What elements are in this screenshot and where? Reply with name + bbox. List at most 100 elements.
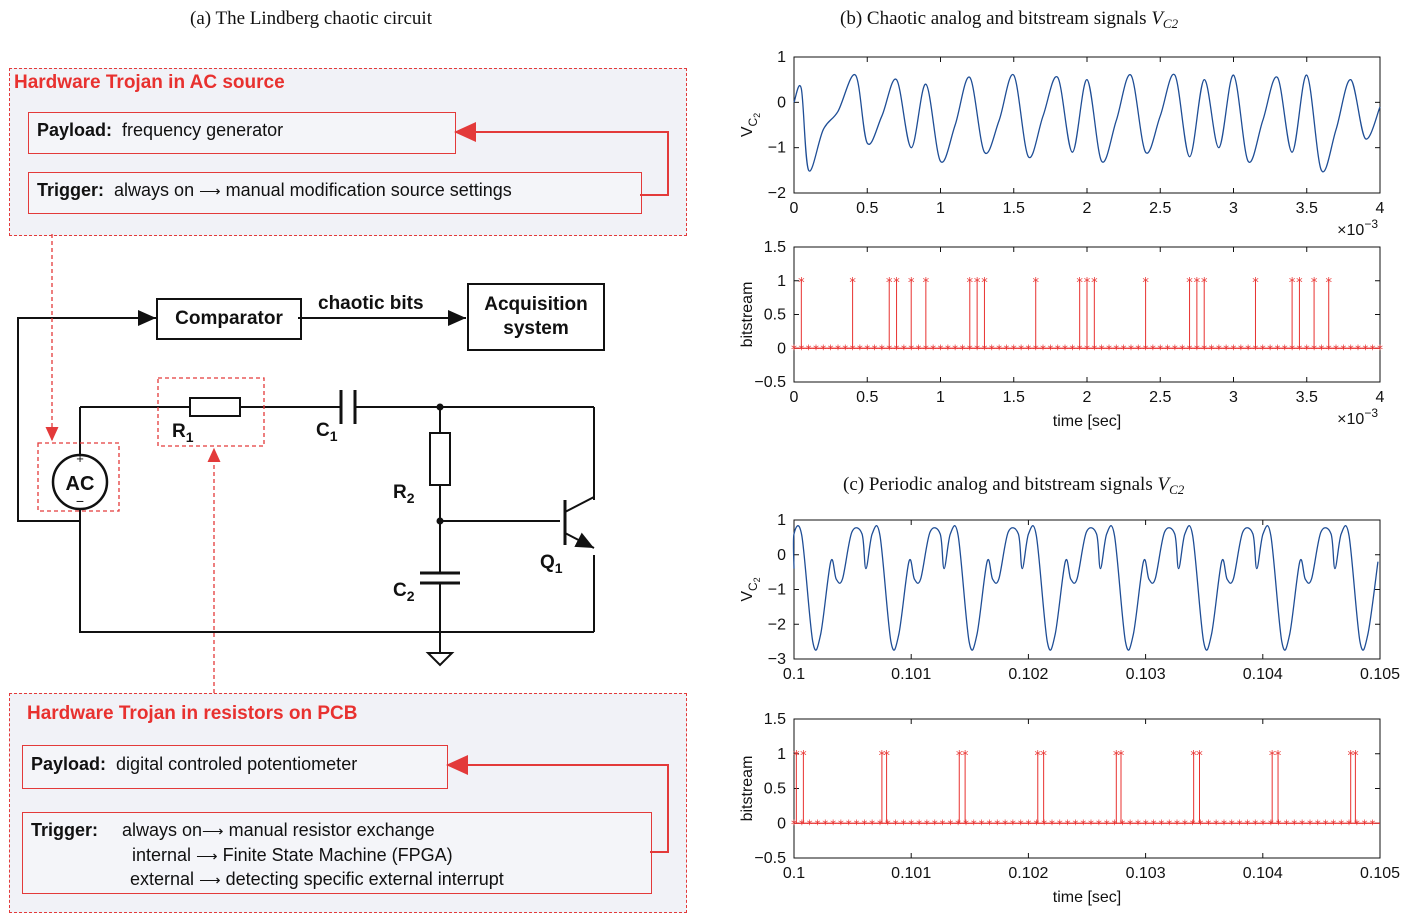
bit-zero-point: * (1128, 342, 1134, 356)
bit-zero-point: * (850, 342, 856, 356)
chart-panel-c-bits: 0.1 0.101 0.102 0.103 0.104 0.105 1.5 1 0.5 0 −0.5… (739, 711, 1400, 906)
x-tick-label: 0.102 (1008, 865, 1048, 882)
bit-zero-point: * (1187, 342, 1193, 356)
bit-zero-point: * (822, 817, 828, 831)
bit-zero-point: * (846, 817, 852, 831)
x-tick-label: 0.104 (1243, 865, 1283, 882)
bit-zero-point: * (967, 342, 973, 356)
bit-zero-point: * (857, 342, 863, 356)
bit-zero-point: * (1252, 342, 1258, 356)
x-tick-label: 0.101 (891, 865, 931, 882)
bit-zero-point: * (791, 817, 797, 831)
bit-zero-point: * (1091, 342, 1097, 356)
x-tick-label: 0.5 (856, 200, 878, 217)
bit-zero-point: * (830, 817, 836, 831)
x-tick-label: 0.102 (1008, 666, 1048, 683)
bit-zero-point: * (1033, 342, 1039, 356)
bit-zero-point: * (1209, 342, 1215, 356)
bit-zero-point: * (1018, 817, 1024, 831)
bit-zero-point: * (1348, 342, 1354, 356)
bit-zero-point: * (1040, 342, 1046, 356)
ac-source-icon (51, 453, 109, 511)
bit-one-point: * (956, 749, 963, 764)
x-tick-label: 0.1 (783, 666, 805, 683)
x-tick-label: 3.5 (1296, 200, 1318, 217)
bit-one-point: * (1196, 749, 1203, 764)
bit-one-point: * (800, 749, 807, 764)
bit-zero-point: * (1355, 342, 1361, 356)
bit-zero-point: * (807, 817, 813, 831)
bit-zero-point: * (1099, 342, 1105, 356)
bit-zero-point: * (1229, 817, 1235, 831)
bit-zero-point: * (955, 817, 961, 831)
bit-zero-point: * (940, 817, 946, 831)
bit-one-point: * (967, 276, 974, 291)
bit-zero-point: * (901, 342, 907, 356)
bit-zero-point: * (1231, 342, 1237, 356)
bit-zero-point: * (1096, 817, 1102, 831)
bit-zero-point: * (1377, 342, 1383, 356)
bit-zero-point: * (1069, 342, 1075, 356)
y-tick-label: 0 (777, 340, 786, 357)
bit-zero-point: * (894, 342, 900, 356)
x-tick-label: 0.105 (1360, 666, 1400, 683)
bit-zero-point: * (1291, 817, 1297, 831)
y-tick-label: −1 (768, 140, 786, 157)
bit-one-point: * (1296, 276, 1303, 291)
trojan-res-trigger-key: Trigger: (31, 820, 99, 840)
bit-zero-point: * (996, 342, 1002, 356)
bit-zero-point: * (1018, 342, 1024, 356)
bit-one-point: * (1325, 276, 1332, 291)
y-tick-label: −3 (768, 651, 786, 668)
bit-zero-point: * (947, 817, 953, 831)
ac-trojan-highlight (37, 442, 120, 512)
bit-zero-point: * (908, 817, 914, 831)
bit-zero-point: * (1318, 342, 1324, 356)
bit-zero-point: * (900, 817, 906, 831)
bit-zero-point: * (1157, 342, 1163, 356)
bit-zero-point: * (1238, 342, 1244, 356)
bit-zero-point: * (1197, 817, 1203, 831)
bit-zero-point: * (886, 342, 892, 356)
bit-zero-point: * (1237, 817, 1243, 831)
y-tick-label: 0 (777, 94, 786, 111)
bit-one-point: * (1076, 276, 1083, 291)
c1-label: C1 (316, 420, 338, 444)
bit-zero-point: * (1216, 342, 1222, 356)
bit-zero-point: * (1057, 817, 1063, 831)
bit-zero-point: * (806, 342, 812, 356)
y-axis-label: bitstream (739, 282, 756, 348)
bit-zero-point: * (1119, 817, 1125, 831)
y-tick-label: −1 (768, 582, 786, 599)
bit-zero-point: * (1135, 342, 1141, 356)
x-tick-label: 1 (936, 200, 945, 217)
x-axis-label: time [sec] (1053, 413, 1121, 430)
bit-zero-point: * (989, 342, 995, 356)
bit-zero-point: * (1003, 342, 1009, 356)
bit-zero-point: * (791, 342, 797, 356)
x-tick-label: 3 (1229, 200, 1238, 217)
x-tick-label: 2.5 (1149, 200, 1171, 217)
bit-zero-point: * (1158, 817, 1164, 831)
bit-zero-point: * (838, 817, 844, 831)
bit-zero-point: * (1002, 817, 1008, 831)
bit-zero-point: * (1194, 342, 1200, 356)
bit-zero-point: * (1127, 817, 1133, 831)
bit-zero-point: * (1065, 817, 1071, 831)
bit-one-point: * (1347, 749, 1354, 764)
bit-zero-point: * (885, 817, 891, 831)
bit-zero-point: * (1084, 342, 1090, 356)
bit-zero-point: * (879, 342, 885, 356)
bit-zero-point: * (1041, 817, 1047, 831)
y-tick-label: 0.5 (764, 781, 786, 798)
bit-zero-point: * (1289, 342, 1295, 356)
bit-zero-point: * (1245, 342, 1251, 356)
bit-one-point: * (1084, 276, 1091, 291)
bit-zero-point: * (1010, 817, 1016, 831)
bit-one-point: * (974, 276, 981, 291)
bit-zero-point: * (1062, 342, 1068, 356)
x-tick-label: 0.1 (783, 865, 805, 882)
y-tick-label: 0.5 (764, 307, 786, 324)
bit-one-point: * (1252, 276, 1259, 291)
